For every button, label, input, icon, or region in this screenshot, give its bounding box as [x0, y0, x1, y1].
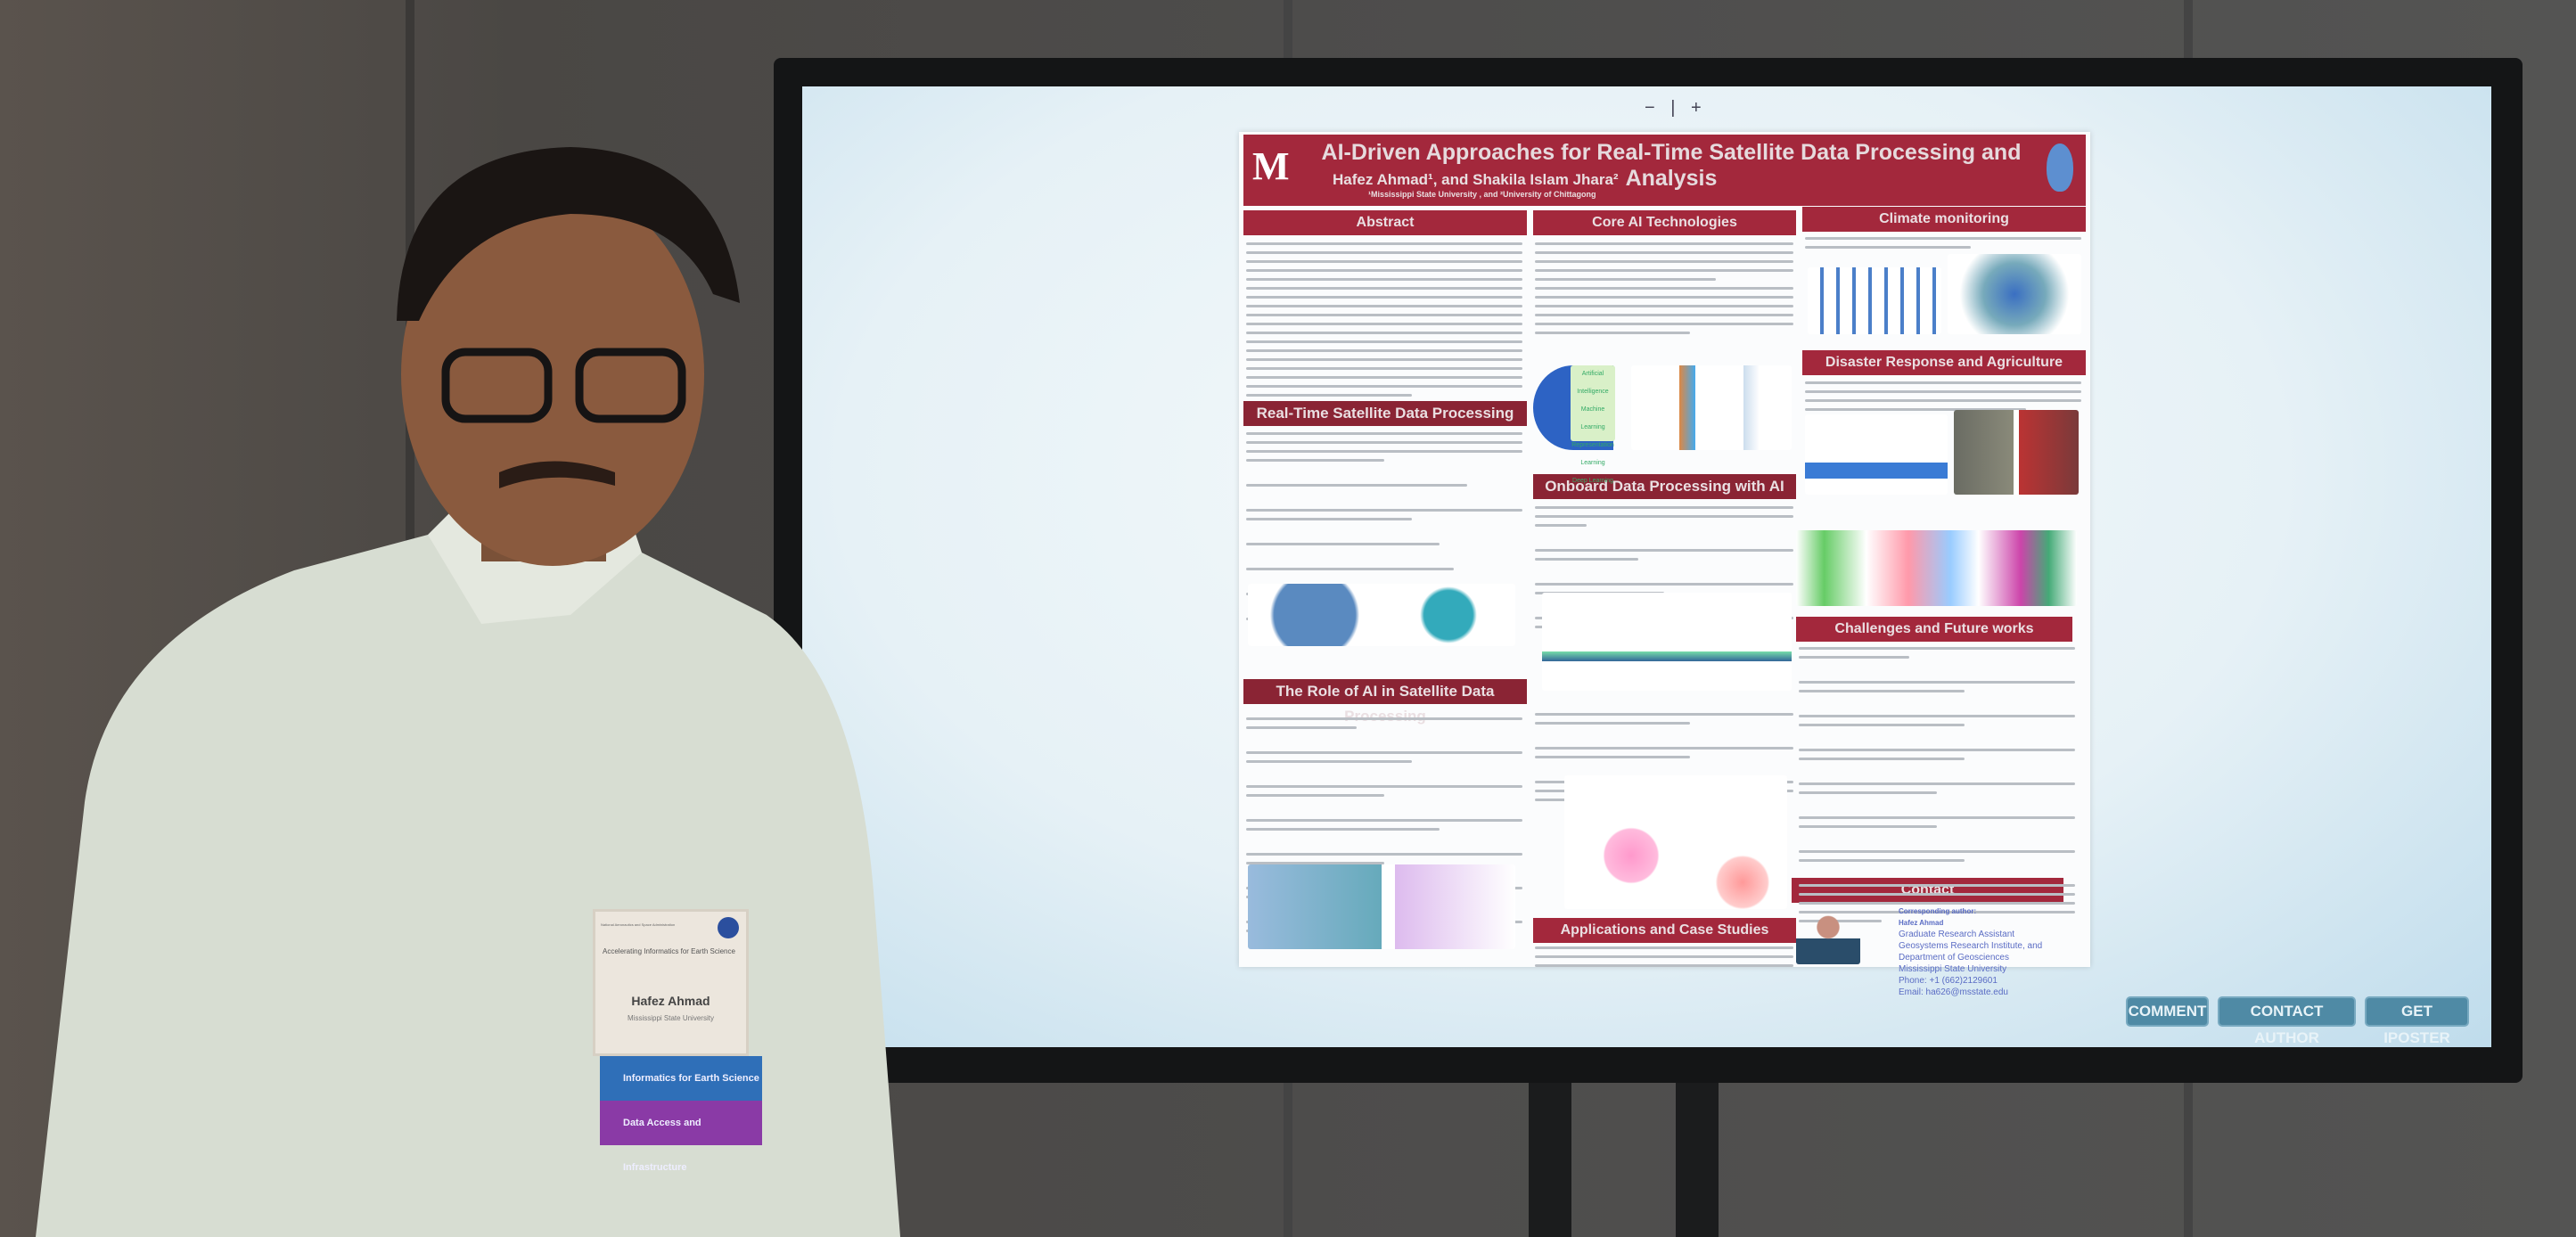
- contact-line: Email: ha626@msstate.edu: [1899, 987, 2008, 997]
- comment-button[interactable]: COMMENT: [2126, 996, 2209, 1027]
- poster-authors: Hafez Ahmad¹, and Shakila Islam Jhara²: [1333, 171, 1619, 188]
- abstract-text: [1246, 242, 1522, 403]
- disaster-text: [1805, 381, 2081, 417]
- section-role: The Role of AI in Satellite Data Process…: [1243, 679, 1527, 725]
- agriculture-figure: [1796, 530, 2077, 606]
- shirt: [36, 535, 900, 1237]
- university-seal-logo: [2047, 143, 2073, 192]
- poster-title: AI-Driven Approaches for Real-Time Satel…: [1321, 140, 2022, 191]
- badge-event: Accelerating Informatics for Earth Scien…: [603, 947, 735, 955]
- poster-banner: M AI-Driven Approaches for Real-Time Sat…: [1243, 135, 2086, 206]
- person-presenter: [36, 147, 900, 1237]
- mustache: [499, 461, 615, 488]
- disaster-illustration-figure: [1805, 414, 1948, 495]
- badge-ribbon: Informatics for Earth Science: [600, 1056, 762, 1101]
- contact-line: Corresponding author:: [1899, 907, 1977, 915]
- contact-line: Department of Geosciences: [1899, 953, 2009, 963]
- layer-label: Representation Learning: [1571, 442, 1614, 466]
- section-realtime: Real-Time Satellite Data Processing: [1243, 401, 1527, 426]
- climate-text: [1805, 237, 2081, 255]
- contact-photo: [1796, 907, 1860, 964]
- section-core-ai: Core AI Technologies: [1533, 210, 1796, 235]
- climate-charts-figure: [1808, 267, 1941, 334]
- university-logo: M: [1252, 144, 1290, 188]
- layer-label: Deep Learning: [1572, 478, 1613, 484]
- badge-org: National Aeronautics and Space Administr…: [601, 922, 676, 927]
- section-applications: Applications and Case Studies: [1533, 918, 1796, 943]
- badge-ribbon: Data Access and Infrastructure: [600, 1101, 762, 1173]
- glasses-left: [441, 348, 553, 423]
- head: [401, 183, 704, 566]
- contact-line: Geosystems Research Institute, and: [1899, 941, 2043, 951]
- contact-line: Hafez Ahmad: [1899, 919, 1944, 927]
- layer-label: Machine Learning: [1580, 406, 1605, 430]
- climate-maps-figure: [1948, 254, 2081, 334]
- challenges-text: [1799, 647, 2075, 929]
- nasa-logo: [718, 917, 739, 938]
- layer-label: Artificial Intelligence: [1577, 371, 1609, 395]
- contact-line: Graduate Research Assistant: [1899, 930, 2015, 939]
- section-disaster: Disaster Response and Agriculture: [1802, 350, 2086, 375]
- hair: [397, 147, 740, 321]
- core-ai-layers: Artificial Intelligence Machine Learning…: [1571, 365, 1615, 484]
- badge-affiliation: Mississippi State University: [628, 1014, 714, 1022]
- monitor-stand-leg: [1676, 1083, 1719, 1237]
- satellite-network-figure: [1564, 775, 1787, 909]
- cnn-rnn-figure: [1631, 365, 1792, 450]
- contact-line: Mississippi State University: [1899, 964, 2007, 974]
- contact-line: Phone: +1 (662)2129601: [1899, 976, 1998, 986]
- applications-text: [1535, 946, 1793, 973]
- realtime-icons-figure: [1248, 584, 1515, 646]
- section-challenges: Challenges and Future works: [1796, 617, 2072, 642]
- section-contact: Contact: [1792, 878, 2063, 903]
- zoom-controls[interactable]: − | +: [1645, 98, 1707, 118]
- badge-name: Hafez Ahmad: [631, 994, 710, 1008]
- section-abstract: Abstract: [1243, 210, 1527, 235]
- section-climate: Climate monitoring: [1802, 207, 2086, 232]
- poster-affiliations: ¹Mississippi State University , and ²Uni…: [1368, 190, 1596, 199]
- get-iposter-button[interactable]: GET IPOSTER: [2365, 996, 2469, 1046]
- monitor-stand-leg: [1529, 1083, 1571, 1237]
- contact-author-button[interactable]: CONTACT AUTHOR: [2218, 996, 2356, 1046]
- core-ai-text: [1535, 242, 1793, 340]
- section-onboard: Onboard Data Processing with AI: [1533, 474, 1796, 499]
- glasses-right: [575, 348, 686, 423]
- disaster-satellite-images: [1954, 410, 2079, 495]
- role-figure: [1248, 864, 1515, 949]
- name-badge: National Aeronautics and Space Administr…: [593, 909, 749, 1056]
- contact-details: Corresponding author: Hafez Ahmad Gradua…: [1899, 905, 2042, 998]
- onboard-diagram-figure: [1542, 593, 1792, 691]
